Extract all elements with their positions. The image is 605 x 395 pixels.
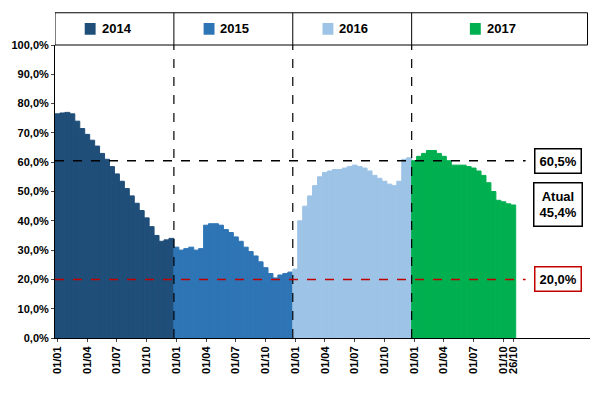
svg-text:50,0%: 50,0% — [18, 185, 49, 197]
svg-text:20,0%: 20,0% — [18, 273, 49, 285]
svg-text:01/07: 01/07 — [110, 346, 122, 374]
svg-text:01/04: 01/04 — [437, 346, 449, 374]
svg-text:01/10: 01/10 — [140, 346, 152, 374]
svg-text:01/07: 01/07 — [348, 346, 360, 374]
svg-text:0,0%: 0,0% — [24, 332, 49, 344]
svg-text:20,0%: 20,0% — [540, 272, 577, 287]
svg-text:01/01: 01/01 — [289, 346, 301, 374]
svg-text:60,5%: 60,5% — [540, 154, 577, 169]
svg-text:90,0%: 90,0% — [18, 68, 49, 80]
svg-text:01/07: 01/07 — [229, 346, 241, 374]
svg-text:01/10: 01/10 — [497, 346, 509, 374]
svg-text:01/04: 01/04 — [319, 346, 331, 374]
svg-text:01/01: 01/01 — [170, 346, 182, 374]
svg-text:40,0%: 40,0% — [18, 215, 49, 227]
svg-text:26/10: 26/10 — [507, 346, 519, 374]
svg-text:01/04: 01/04 — [200, 346, 212, 374]
svg-text:Atual45,4%: Atual45,4% — [540, 189, 577, 221]
svg-text:2016: 2016 — [339, 21, 368, 36]
svg-text:2014: 2014 — [102, 21, 132, 36]
svg-text:30,0%: 30,0% — [18, 244, 49, 256]
svg-text:01/01: 01/01 — [408, 346, 420, 374]
svg-text:01/01: 01/01 — [51, 346, 63, 374]
svg-text:2015: 2015 — [220, 21, 249, 36]
svg-text:10,0%: 10,0% — [18, 303, 49, 315]
svg-text:01/04: 01/04 — [81, 346, 93, 374]
svg-text:60,0%: 60,0% — [18, 156, 49, 168]
svg-text:01/07: 01/07 — [467, 346, 479, 374]
svg-text:2017: 2017 — [487, 21, 516, 36]
svg-text:70,0%: 70,0% — [18, 127, 49, 139]
svg-text:80,0%: 80,0% — [18, 97, 49, 109]
svg-text:01/10: 01/10 — [378, 346, 390, 374]
svg-text:100,0%: 100,0% — [11, 39, 49, 51]
svg-text:01/10: 01/10 — [259, 346, 271, 374]
